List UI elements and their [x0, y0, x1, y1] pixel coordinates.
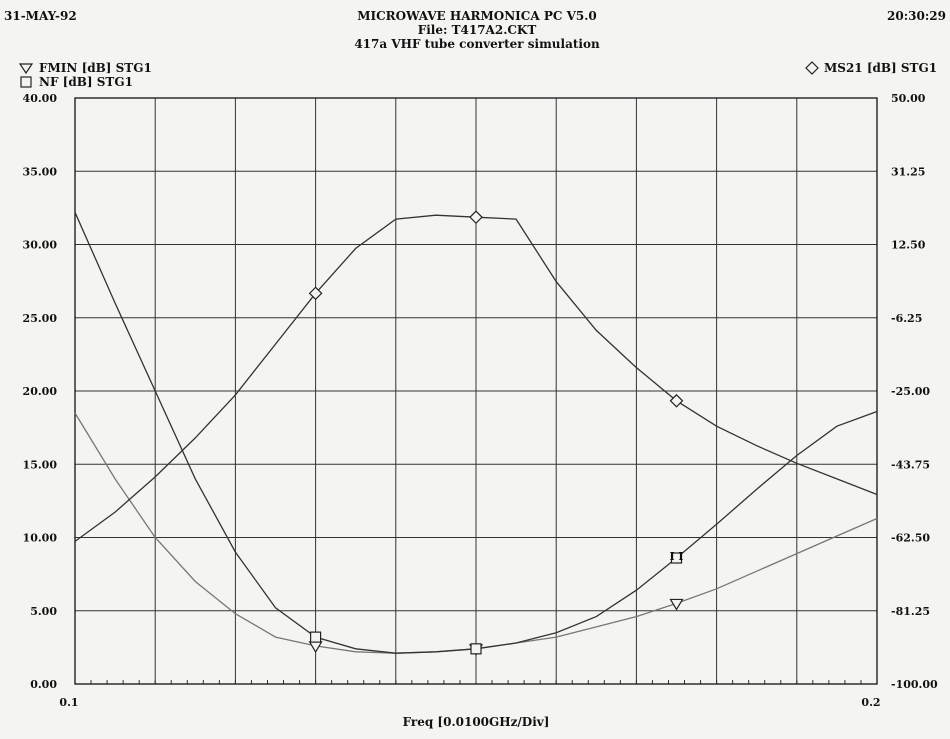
- y-left-tick-label: 30.00: [23, 239, 58, 252]
- chart-subtitle: 417a VHF tube converter simulation: [354, 37, 600, 51]
- plot-frame: [74, 97, 878, 685]
- legend-fmin: FMIN [dB] STG1: [18, 61, 152, 75]
- y-left-tick-label: 25.00: [23, 312, 58, 325]
- legend-nf-label: NF [dB] STG1: [39, 75, 133, 89]
- date-label: 31-MAY-92: [4, 9, 77, 23]
- y-left-tick-label: 40.00: [23, 92, 58, 105]
- y-right-tick-label: -100.00: [891, 678, 938, 691]
- ms21-point-marker: [669, 393, 684, 408]
- grid: [74, 98, 878, 684]
- legend-fmin-marker: [18, 63, 34, 75]
- y-right-tick-label: -81.25: [891, 605, 930, 618]
- nf-point-marker: [310, 631, 322, 643]
- legend-ms21-label: MS21 [dB] STG1: [824, 61, 937, 75]
- legend-nf: NF [dB] STG1: [20, 75, 133, 89]
- file-label: File: T417A2.CKT: [418, 23, 537, 37]
- y-right-tick-label: 12.50: [891, 239, 926, 252]
- time-label: 20:30:29: [887, 9, 946, 23]
- y-left-tick-label: 5.00: [30, 605, 57, 618]
- y-right-tick-label: 31.25: [891, 165, 925, 178]
- nf-point-marker: [670, 552, 683, 564]
- y-right-tick-label: 50.00: [891, 92, 926, 105]
- tick-labels: 40.00 35.00 30.00 25.00 20.00 15.00 10.00 5.00 0…: [23, 92, 938, 709]
- legend-ms21: MS21 [dB] STG1: [805, 61, 937, 75]
- x-tick-label: 0.2: [861, 696, 880, 709]
- y-right-tick-label: -62.50: [891, 532, 930, 545]
- legend-nf-marker: [20, 76, 32, 88]
- y-right-tick-label: -43.75: [891, 458, 930, 471]
- legend-ms21-marker: [805, 61, 819, 75]
- y-left-tick-label: 35.00: [23, 165, 58, 178]
- x-tick-label: 0.1: [59, 696, 78, 709]
- chart-title: MICROWAVE HARMONICA PC V5.0: [357, 9, 597, 23]
- legend-fmin-label: FMIN [dB] STG1: [39, 61, 152, 75]
- y-left-tick-label: 10.00: [23, 532, 58, 545]
- nf-point-marker: [470, 643, 482, 655]
- y-left-tick-label: 0.00: [30, 678, 57, 691]
- ms21-point-marker: [469, 210, 483, 225]
- y-right-tick-label: -25.00: [891, 385, 930, 398]
- fmin-point-marker: [669, 598, 684, 611]
- ms21-point-marker: [308, 286, 323, 301]
- y-left-tick-label: 15.00: [23, 458, 58, 471]
- y-left-tick-label: 20.00: [23, 385, 58, 398]
- x-axis-label: Freq [0.0100GHz/Div]: [403, 715, 550, 729]
- y-right-tick-label: -6.25: [891, 312, 922, 325]
- series-layer: I I: [74, 210, 878, 657]
- nf-curve-label: I I: [669, 550, 683, 563]
